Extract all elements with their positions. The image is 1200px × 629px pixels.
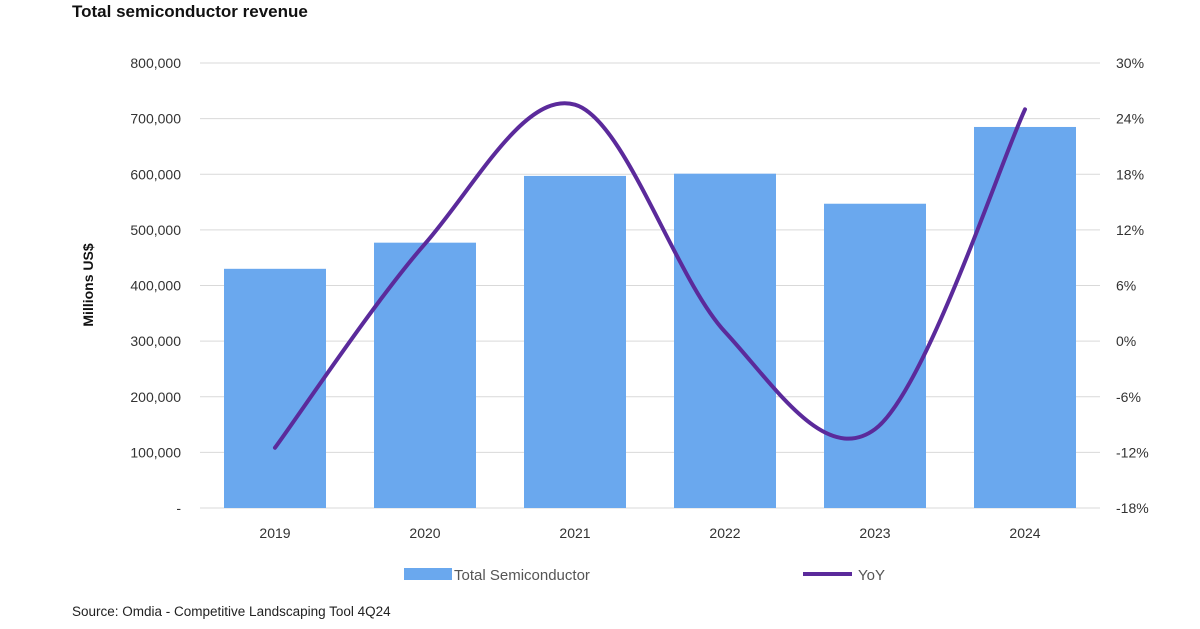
right-tick-label: 18% [1116, 166, 1144, 182]
bar-2021 [524, 175, 626, 508]
y-axis-title: Millions US$ [80, 243, 96, 326]
right-axis-ticks: -18% -12% -6% 0% 6% 12% 18% 24% 30% [1116, 55, 1149, 516]
right-tick-label: -12% [1116, 444, 1149, 460]
x-tick-label: 2021 [559, 525, 590, 541]
left-tick-label: 700,000 [130, 111, 181, 127]
right-tick-label: 24% [1116, 111, 1144, 127]
left-tick-label: 200,000 [130, 389, 181, 405]
legend-bar-label: Total Semiconductor [454, 567, 590, 584]
x-tick-label: 2022 [709, 525, 740, 541]
right-tick-label: -18% [1116, 500, 1149, 516]
line-layer [273, 101, 1027, 450]
right-tick-label: 0% [1116, 333, 1136, 349]
bar-2019 [224, 268, 326, 508]
yoy-line [273, 101, 1027, 450]
bar-2020 [374, 242, 476, 508]
left-tick-label: 300,000 [130, 333, 181, 349]
left-tick-label: 100,000 [130, 444, 181, 460]
right-tick-label: 12% [1116, 222, 1144, 238]
left-tick-label: 800,000 [130, 55, 181, 71]
x-tick-label: 2020 [409, 525, 440, 541]
chart-title: Total semiconductor revenue [72, 2, 308, 21]
x-tick-label: 2019 [259, 525, 290, 541]
x-tick-label: 2023 [859, 525, 890, 541]
right-tick-label: 6% [1116, 278, 1136, 294]
left-tick-label: - [176, 500, 181, 516]
grid-layer [200, 62, 1100, 509]
bar-2022 [674, 173, 776, 508]
left-tick-label: 400,000 [130, 278, 181, 294]
chart: - 100,000 200,000 300,000 400,000 500,000 600,… [80, 55, 1149, 584]
legend: Total Semiconductor YoY [404, 567, 885, 584]
left-tick-label: 600,000 [130, 166, 181, 182]
left-axis-ticks: - 100,000 200,000 300,000 400,000 500,000 600,… [130, 55, 181, 516]
right-tick-label: 30% [1116, 55, 1144, 71]
x-axis-ticks: 2019 2020 2021 2022 2023 2024 [259, 525, 1040, 541]
legend-bar-swatch [404, 568, 452, 580]
right-tick-label: -6% [1116, 389, 1141, 405]
left-tick-label: 500,000 [130, 222, 181, 238]
x-tick-label: 2024 [1009, 525, 1040, 541]
source-note: Source: Omdia - Competitive Landscaping … [72, 604, 391, 619]
bar-2023 [824, 203, 926, 508]
bar-2024 [974, 126, 1076, 508]
bars-layer [224, 126, 1076, 508]
legend-line-label: YoY [858, 567, 885, 584]
